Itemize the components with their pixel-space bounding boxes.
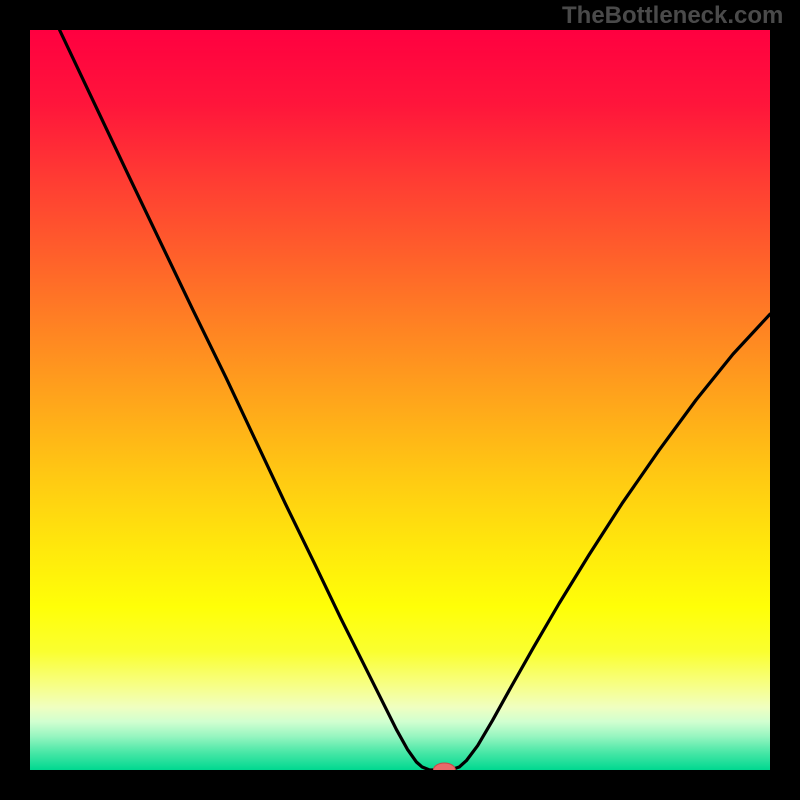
watermark-text: TheBottleneck.com [562, 2, 783, 30]
frame-left [0, 0, 30, 800]
frame-right [770, 0, 800, 800]
frame-bottom [0, 770, 800, 800]
bottleneck-chart [0, 0, 800, 800]
gradient-background [30, 30, 770, 770]
